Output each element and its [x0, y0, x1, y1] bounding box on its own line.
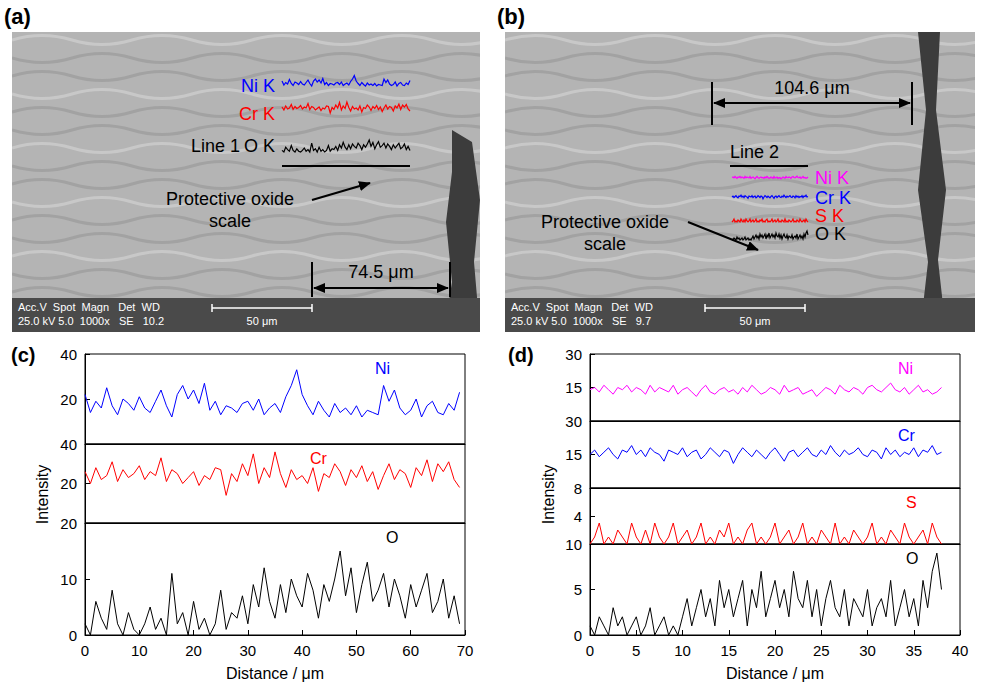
svg-text:5: 5 [574, 581, 582, 598]
svg-text:4: 4 [574, 508, 582, 525]
svg-text:40: 40 [60, 436, 77, 453]
svg-text:50 μm: 50 μm [247, 315, 278, 327]
svg-text:10: 10 [565, 536, 582, 553]
svg-text:0: 0 [574, 627, 582, 644]
svg-text:Distance / μm: Distance / μm [226, 665, 324, 682]
svg-text:5: 5 [632, 642, 640, 659]
svg-text:0: 0 [81, 642, 89, 659]
svg-text:Cr K: Cr K [815, 188, 851, 208]
svg-text:O K: O K [244, 136, 275, 156]
svg-text:Ni K: Ni K [815, 168, 849, 188]
svg-text:S: S [906, 494, 917, 511]
svg-text:Ni: Ni [375, 360, 390, 377]
svg-text:Ni K: Ni K [241, 76, 275, 96]
svg-text:Intensity: Intensity [540, 465, 557, 525]
svg-text:(a): (a) [4, 4, 31, 29]
svg-text:70: 70 [457, 642, 474, 659]
svg-text:Protective oxide: Protective oxide [166, 189, 294, 209]
svg-text:40: 40 [60, 346, 77, 363]
svg-text:Ni: Ni [898, 360, 913, 377]
svg-text:20: 20 [60, 515, 77, 532]
svg-text:60: 60 [402, 642, 419, 659]
svg-text:scale: scale [584, 234, 626, 254]
svg-text:Line 2: Line 2 [730, 142, 779, 162]
svg-text:Acc.V Spot Magn Det WD: Acc.V Spot Magn Det WD [511, 301, 653, 313]
svg-text:8: 8 [574, 480, 582, 497]
svg-text:15: 15 [720, 642, 737, 659]
svg-text:O K: O K [815, 224, 846, 244]
svg-text:30: 30 [565, 346, 582, 363]
svg-text:10: 10 [60, 571, 77, 588]
svg-text:O: O [386, 529, 398, 546]
svg-text:S K: S K [815, 206, 844, 226]
svg-text:Line 1: Line 1 [191, 136, 240, 156]
svg-text:25: 25 [813, 642, 830, 659]
svg-text:Cr: Cr [898, 427, 916, 444]
svg-text:Intensity: Intensity [34, 465, 51, 525]
svg-text:(d): (d) [508, 344, 534, 366]
svg-text:15: 15 [565, 379, 582, 396]
svg-text:25.0 kV 5.0 1000x SE 9.7: 25.0 kV 5.0 1000x SE 9.7 [511, 315, 651, 327]
svg-text:10: 10 [131, 642, 148, 659]
svg-text:25.0 kV 5.0 1000x SE 10.2: 25.0 kV 5.0 1000x SE 10.2 [18, 315, 164, 327]
svg-text:Distance / μm: Distance / μm [726, 665, 824, 682]
svg-text:20: 20 [60, 475, 77, 492]
svg-text:(b): (b) [497, 4, 525, 29]
svg-text:0: 0 [586, 642, 594, 659]
svg-text:30: 30 [240, 642, 257, 659]
svg-text:40: 40 [294, 642, 311, 659]
svg-text:104.6 μm: 104.6 μm [774, 78, 849, 98]
svg-text:20: 20 [767, 642, 784, 659]
svg-text:10: 10 [674, 642, 691, 659]
svg-text:15: 15 [565, 446, 582, 463]
svg-text:Protective oxide: Protective oxide [541, 212, 669, 232]
svg-text:20: 20 [60, 391, 77, 408]
svg-text:0: 0 [69, 627, 77, 644]
svg-text:50: 50 [348, 642, 365, 659]
svg-text:50 μm: 50 μm [740, 315, 771, 327]
svg-text:74.5 μm: 74.5 μm [348, 262, 413, 282]
svg-text:Cr K: Cr K [239, 104, 275, 124]
svg-text:35: 35 [905, 642, 922, 659]
svg-text:scale: scale [209, 211, 251, 231]
svg-text:Acc.V Spot Magn Det WD: Acc.V Spot Magn Det WD [18, 301, 160, 313]
svg-text:(c): (c) [11, 344, 35, 366]
svg-text:O: O [906, 550, 918, 567]
svg-text:30: 30 [859, 642, 876, 659]
svg-text:20: 20 [185, 642, 202, 659]
svg-text:40: 40 [952, 642, 969, 659]
svg-text:30: 30 [565, 413, 582, 430]
svg-text:Cr: Cr [310, 450, 328, 467]
